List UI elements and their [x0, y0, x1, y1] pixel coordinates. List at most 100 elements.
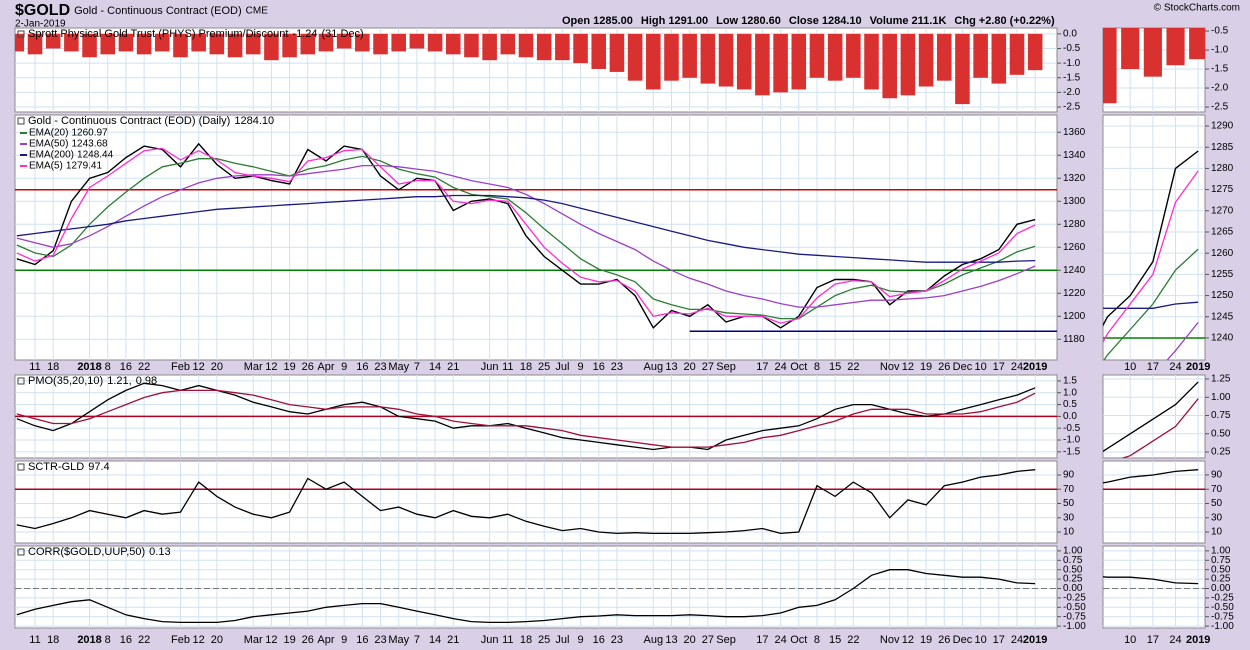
x-tick-label: 2019 [1023, 361, 1047, 373]
x-tick-label: 2019 [1186, 634, 1210, 646]
bar [264, 33, 279, 61]
quote-label: Chg [954, 15, 975, 27]
x-tick-label: 2019 [1023, 634, 1047, 646]
legend-value: 1248.44 [77, 150, 114, 161]
x-tick-label: 18 [47, 361, 59, 373]
x-tick-label: Sep [716, 361, 736, 373]
quote-value: 1280.60 [741, 15, 781, 27]
x-tick-label: 23 [374, 634, 386, 646]
x-tick-label: 9 [577, 634, 583, 646]
panel-plot [15, 375, 1057, 458]
y-tick-label: 70 [1063, 484, 1075, 495]
bar [682, 33, 697, 78]
panel [1102, 374, 1206, 459]
quote-label: Low [716, 15, 738, 27]
bar [300, 33, 316, 55]
bar [973, 33, 988, 78]
x-tick-label: 13 [665, 634, 677, 646]
bar [155, 33, 170, 52]
quote-label: Volume [870, 15, 909, 27]
y-tick-label: -0.50 [1211, 602, 1234, 613]
bar [282, 33, 297, 58]
x-tick-label: 12 [902, 361, 914, 373]
last-value: 1284.10 [234, 115, 274, 127]
bar [227, 33, 243, 58]
x-tick-label: Mar [244, 634, 263, 646]
legend-label: EMA(5) [29, 161, 63, 172]
quote-value: 1285.00 [593, 15, 633, 27]
panel-plot [1103, 546, 1205, 628]
bar [136, 33, 152, 55]
y-tick-label: 1360 [1063, 127, 1086, 138]
bar [373, 33, 388, 55]
bar [173, 33, 188, 58]
x-tick-label: Jun [481, 634, 499, 646]
y-tick-label: 0.25 [1211, 447, 1231, 458]
x-tick-label: 16 [593, 361, 605, 373]
y-tick-label: -0.75 [1063, 611, 1086, 622]
x-tick-label: Mar [244, 361, 263, 373]
y-tick-label: 10 [1063, 527, 1075, 538]
x-tick-label: 12 [265, 361, 277, 373]
y-tick-label: -0.50 [1063, 602, 1086, 613]
bar [518, 33, 534, 58]
y-tick-label: -1.00 [1063, 621, 1086, 632]
panel [14, 460, 1058, 544]
bar [100, 33, 116, 55]
x-tick-label: 24 [1169, 634, 1181, 646]
y-tick-label: 1340 [1063, 150, 1086, 161]
legend-label: EMA(50) [29, 139, 68, 150]
panel [1102, 545, 1206, 629]
y-tick-label: 1285 [1211, 142, 1234, 153]
legend-label: EMA(200) [29, 150, 74, 161]
series-line [16, 164, 1036, 308]
quote-value: 211.1K [912, 15, 947, 27]
x-tick-label: Sep [716, 634, 736, 646]
bar [536, 33, 552, 61]
bar [427, 33, 443, 52]
x-tick-label: 26 [938, 634, 950, 646]
last-value: 0.13 [149, 546, 170, 558]
x-tick-label: 11 [502, 361, 513, 373]
bar [882, 33, 897, 99]
x-tick-label: 22 [847, 634, 859, 646]
x-tick-label: 10 [974, 634, 986, 646]
panel-plot [1103, 461, 1205, 543]
y-tick-label: 1260 [1063, 242, 1086, 253]
x-tick-label: Oct [790, 361, 807, 373]
note: (31 Dec) [322, 28, 364, 40]
bar [609, 33, 625, 72]
x-tick-label: 23 [374, 361, 386, 373]
bar [936, 33, 952, 81]
y-tick-label: -2.0 [1063, 87, 1081, 98]
x-tick-label: 27 [702, 634, 714, 646]
bar [1189, 28, 1205, 60]
x-tick-label: 17 [1147, 361, 1159, 373]
legend-label: EMA(20) [29, 128, 68, 139]
x-tick-label: 24 [1169, 361, 1181, 373]
panel-title: PMO(35,20,10) [28, 375, 103, 387]
bar [27, 33, 43, 55]
x-tick-label: 24 [774, 634, 786, 646]
x-tick-label: 8 [814, 361, 820, 373]
quote-value: 1284.10 [822, 15, 862, 27]
x-tick-label: 15 [829, 361, 841, 373]
x-tick-label: 14 [429, 634, 441, 646]
x-tick-label: 25 [538, 361, 550, 373]
panel-icon [17, 117, 25, 125]
bar [1027, 33, 1043, 71]
last-value: 97.4 [88, 461, 109, 473]
last-value: -1.24 [292, 28, 317, 40]
bar [500, 33, 516, 55]
x-tick-label: Dec [953, 361, 973, 373]
x-tick-label: 20 [684, 361, 696, 373]
y-tick-label: 90 [1211, 470, 1223, 481]
x-tick-label: 21 [447, 361, 459, 373]
y-tick-label: 1200 [1063, 311, 1086, 322]
instrument-name: Gold - Continuous Contract (EOD) [74, 5, 242, 17]
bar [718, 33, 734, 87]
x-tick-label: 19 [920, 361, 932, 373]
x-tick-label: 20 [211, 634, 223, 646]
y-tick-label: 1290 [1211, 121, 1234, 132]
